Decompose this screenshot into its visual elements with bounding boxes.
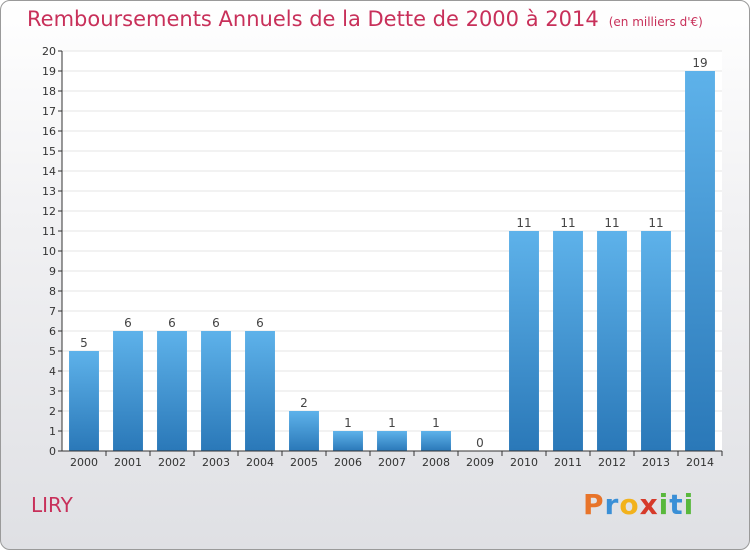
bar [245, 331, 275, 451]
x-tick-label: 2012 [598, 456, 626, 469]
chart-title: Remboursements Annuels de la Dette de 20… [27, 7, 703, 31]
bar [289, 411, 319, 451]
y-tick-label: 15 [42, 145, 56, 158]
bar [421, 431, 451, 451]
data-label: 11 [560, 216, 575, 230]
bar [113, 331, 143, 451]
y-tick-label: 12 [42, 205, 56, 218]
x-tick-label: 2005 [290, 456, 318, 469]
data-label: 11 [604, 216, 619, 230]
x-tick-label: 2014 [686, 456, 714, 469]
x-tick-label: 2004 [246, 456, 274, 469]
x-tick-label: 2003 [202, 456, 230, 469]
data-label: 2 [300, 396, 308, 410]
x-tick-label: 2000 [70, 456, 98, 469]
proxiti-logo: Proxiti [583, 488, 694, 521]
x-tick-label: 2013 [642, 456, 670, 469]
x-tick-label: 2011 [554, 456, 582, 469]
data-label: 19 [692, 56, 707, 70]
y-tick-label: 0 [49, 445, 56, 458]
y-tick-label: 11 [42, 225, 56, 238]
y-tick-label: 17 [42, 105, 56, 118]
x-tick-label: 2008 [422, 456, 450, 469]
logo-letter: i [683, 488, 695, 521]
data-label: 11 [516, 216, 531, 230]
y-tick-label: 1 [49, 425, 56, 438]
y-tick-label: 13 [42, 185, 56, 198]
data-label: 0 [476, 436, 484, 450]
y-tick-label: 3 [49, 385, 56, 398]
logo-letter: t [669, 488, 684, 521]
y-tick-label: 20 [42, 45, 56, 58]
y-tick-label: 7 [49, 305, 56, 318]
title-main: Remboursements Annuels de la Dette de 20… [27, 7, 599, 31]
y-tick-label: 8 [49, 285, 56, 298]
title-unit: (en milliers d'€) [608, 15, 703, 29]
bar [509, 231, 539, 451]
data-label: 6 [256, 316, 264, 330]
bar [553, 231, 583, 451]
x-tick-label: 2009 [466, 456, 494, 469]
y-tick-label: 19 [42, 65, 56, 78]
bar [157, 331, 187, 451]
data-label: 1 [344, 416, 352, 430]
y-tick-label: 2 [49, 405, 56, 418]
x-tick-label: 2001 [114, 456, 142, 469]
x-tick-label: 2006 [334, 456, 362, 469]
commune-name: LIRY [31, 493, 73, 517]
bar [685, 71, 715, 451]
logo-letter: o [619, 488, 640, 521]
bar [377, 431, 407, 451]
data-label: 11 [648, 216, 663, 230]
data-label: 5 [80, 336, 88, 350]
data-label: 1 [388, 416, 396, 430]
y-tick-label: 5 [49, 345, 56, 358]
y-tick-label: 4 [49, 365, 56, 378]
bar [69, 351, 99, 451]
bar [641, 231, 671, 451]
x-tick-label: 2002 [158, 456, 186, 469]
data-label: 6 [124, 316, 132, 330]
bar [201, 331, 231, 451]
x-tick-label: 2010 [510, 456, 538, 469]
data-label: 6 [212, 316, 220, 330]
logo-letter: i [658, 488, 670, 521]
bar [333, 431, 363, 451]
y-tick-label: 18 [42, 85, 56, 98]
x-tick-label: 2007 [378, 456, 406, 469]
logo-letter: r [604, 488, 620, 521]
logo-letter: x [639, 488, 659, 521]
y-tick-label: 16 [42, 125, 56, 138]
y-tick-label: 9 [49, 265, 56, 278]
y-tick-label: 6 [49, 325, 56, 338]
data-label: 1 [432, 416, 440, 430]
data-label: 6 [168, 316, 176, 330]
bar [597, 231, 627, 451]
logo-letter: P [583, 488, 605, 521]
y-tick-label: 10 [42, 245, 56, 258]
y-tick-label: 14 [42, 165, 56, 178]
